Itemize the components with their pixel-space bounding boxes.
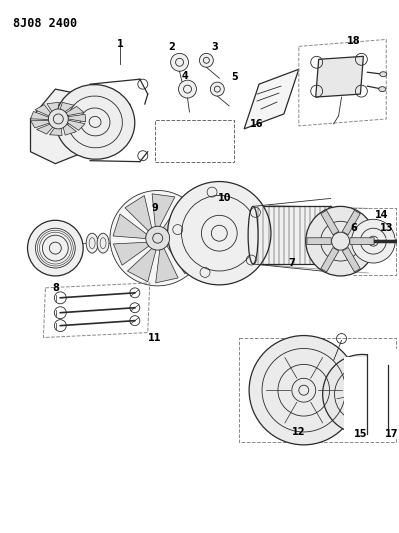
Circle shape bbox=[397, 230, 399, 252]
Circle shape bbox=[249, 336, 358, 445]
Polygon shape bbox=[344, 358, 388, 437]
Polygon shape bbox=[342, 211, 360, 235]
Bar bbox=[253, 206, 331, 264]
Polygon shape bbox=[321, 211, 339, 235]
Circle shape bbox=[200, 53, 213, 67]
Circle shape bbox=[110, 190, 205, 286]
Polygon shape bbox=[47, 102, 59, 114]
Polygon shape bbox=[163, 200, 198, 230]
Circle shape bbox=[171, 53, 188, 71]
Polygon shape bbox=[30, 89, 130, 164]
Polygon shape bbox=[49, 125, 62, 135]
Text: 12: 12 bbox=[292, 427, 306, 437]
Polygon shape bbox=[307, 238, 331, 245]
Circle shape bbox=[28, 220, 83, 276]
Ellipse shape bbox=[55, 85, 135, 159]
Polygon shape bbox=[59, 102, 74, 114]
Text: 16: 16 bbox=[250, 119, 264, 129]
Polygon shape bbox=[167, 242, 199, 274]
Polygon shape bbox=[125, 196, 152, 231]
Polygon shape bbox=[31, 120, 51, 128]
Text: 18: 18 bbox=[347, 36, 360, 46]
Text: 14: 14 bbox=[375, 211, 388, 220]
Ellipse shape bbox=[86, 233, 98, 253]
Text: 4: 4 bbox=[181, 71, 188, 81]
Polygon shape bbox=[67, 120, 85, 131]
Polygon shape bbox=[367, 350, 399, 439]
Polygon shape bbox=[152, 194, 175, 227]
Polygon shape bbox=[316, 56, 363, 97]
Text: 8J08 2400: 8J08 2400 bbox=[13, 17, 77, 30]
Polygon shape bbox=[321, 247, 339, 272]
Text: 11: 11 bbox=[148, 333, 162, 343]
Circle shape bbox=[306, 206, 375, 276]
Polygon shape bbox=[67, 114, 86, 122]
Circle shape bbox=[352, 219, 395, 263]
Text: 3: 3 bbox=[211, 43, 218, 52]
Polygon shape bbox=[127, 248, 156, 282]
Text: 9: 9 bbox=[151, 204, 158, 213]
Polygon shape bbox=[156, 248, 178, 283]
Text: 15: 15 bbox=[354, 429, 367, 439]
Circle shape bbox=[323, 354, 399, 434]
Text: 5: 5 bbox=[231, 72, 237, 82]
Polygon shape bbox=[37, 124, 55, 134]
Text: 10: 10 bbox=[217, 193, 231, 204]
Polygon shape bbox=[35, 104, 52, 116]
Circle shape bbox=[179, 80, 196, 98]
Circle shape bbox=[168, 182, 271, 285]
Text: 7: 7 bbox=[288, 258, 295, 268]
Polygon shape bbox=[113, 214, 146, 239]
Polygon shape bbox=[63, 123, 77, 135]
Text: 6: 6 bbox=[350, 223, 357, 233]
Circle shape bbox=[146, 226, 170, 250]
Polygon shape bbox=[342, 247, 360, 272]
Ellipse shape bbox=[248, 206, 258, 264]
Ellipse shape bbox=[97, 233, 109, 253]
Ellipse shape bbox=[326, 206, 336, 264]
Polygon shape bbox=[30, 111, 49, 119]
Polygon shape bbox=[64, 107, 84, 116]
Text: 17: 17 bbox=[385, 429, 398, 439]
Polygon shape bbox=[169, 225, 201, 248]
Text: 13: 13 bbox=[379, 223, 393, 233]
Text: 1: 1 bbox=[117, 39, 123, 50]
Ellipse shape bbox=[380, 72, 387, 77]
Ellipse shape bbox=[379, 87, 386, 92]
Circle shape bbox=[48, 109, 68, 129]
Text: 8: 8 bbox=[52, 283, 59, 293]
Circle shape bbox=[210, 82, 224, 96]
Polygon shape bbox=[350, 238, 374, 245]
Polygon shape bbox=[113, 243, 149, 265]
Polygon shape bbox=[244, 69, 299, 129]
Text: 2: 2 bbox=[168, 43, 175, 52]
Circle shape bbox=[352, 365, 399, 429]
Bar bbox=[155, 120, 234, 161]
